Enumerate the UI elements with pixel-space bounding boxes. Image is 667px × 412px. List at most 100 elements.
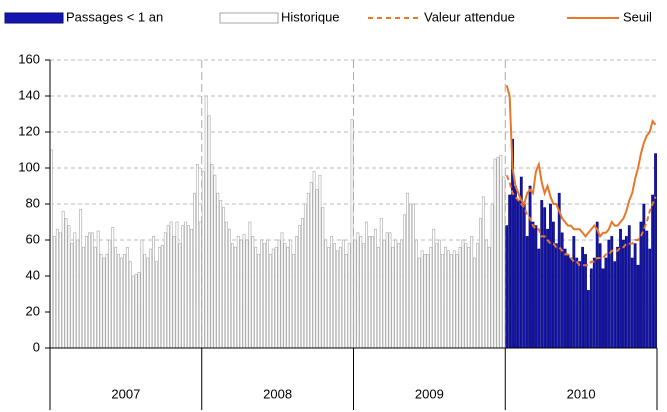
bar [233,246,237,349]
bar [274,246,278,349]
bar [353,239,357,349]
bar [531,221,535,349]
bar [645,230,649,349]
legend-label: Seuil [623,9,652,24]
bar [467,246,471,349]
bar [572,236,576,349]
bar [166,225,170,349]
x-group-label: 2009 [415,386,444,401]
bar [198,221,202,349]
bar [251,236,255,349]
bar [435,243,439,349]
bar [554,243,558,349]
bar [114,246,118,349]
bar [499,155,503,349]
bar [441,254,444,349]
bar [333,243,336,349]
bar [549,203,552,349]
bar [397,243,401,349]
bar [289,239,293,349]
bar [423,254,427,349]
bar [624,236,628,349]
bar [452,250,456,349]
bar [213,174,217,349]
bar [581,246,584,349]
bar [408,203,412,349]
bar [131,275,135,349]
bar [417,257,421,349]
legend-label: Historique [281,9,340,24]
bar [67,225,71,349]
bar [160,245,164,349]
bar [93,246,97,349]
x-group-label: 2007 [111,386,140,401]
bar [254,246,258,349]
bar [587,290,590,349]
bar [490,203,494,349]
bar [163,232,167,349]
bar [257,254,261,349]
bar [371,236,374,349]
bar [204,95,208,349]
bar [193,192,196,349]
bar [619,228,622,349]
bar [64,218,68,349]
bar [551,221,555,349]
bar [633,243,637,349]
bar [146,257,150,349]
bar [616,246,620,349]
bar [125,246,129,349]
legend-swatch [219,12,279,24]
bar [403,214,406,349]
bar [120,257,123,349]
bar [651,194,655,349]
bar [236,236,240,349]
bar [563,248,567,349]
bar [271,248,275,349]
bar [306,192,310,349]
bar [525,236,529,349]
bar [52,236,56,349]
bar [158,246,161,349]
bar [207,115,211,349]
bar [292,254,296,349]
bar [341,239,345,349]
bar [376,246,380,349]
y-tick-label: 80 [26,195,40,210]
line-series [505,174,657,267]
bar [368,236,371,349]
bar [420,250,424,349]
bar [108,239,112,349]
bar [432,228,436,349]
bar [584,254,587,349]
bar [330,236,334,349]
bar [260,239,263,349]
bar [140,239,144,349]
bar [298,225,301,349]
bar [362,243,366,349]
bar [137,272,141,349]
bar [429,246,433,349]
bar [470,236,474,349]
y-tick-label: 20 [26,303,40,318]
bar [143,254,147,349]
bar [155,261,158,349]
bar [350,119,354,349]
bar [96,230,100,349]
bar [195,164,199,349]
bar [344,254,348,349]
bar [187,225,191,349]
bar [76,239,80,349]
bar [534,225,538,349]
bar [309,182,313,349]
y-tick-label: 0 [33,339,40,354]
y-tick-label: 160 [18,51,40,66]
bar [245,239,249,349]
bar [117,254,120,349]
bar [338,246,342,349]
bar [557,192,561,349]
bar [149,248,153,349]
bar [201,171,205,349]
bar [522,203,526,349]
bar [373,228,377,349]
